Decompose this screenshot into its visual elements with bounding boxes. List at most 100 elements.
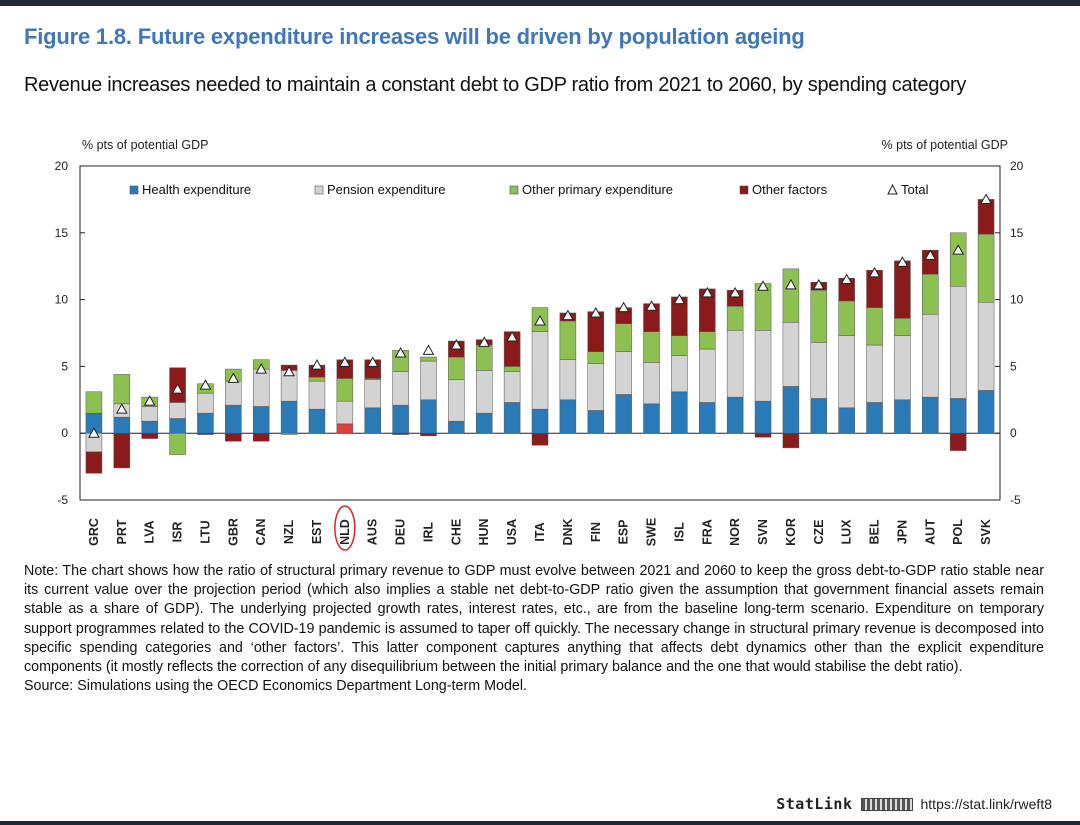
note-block: Note: The chart shows how the ratio of s…: [24, 562, 1044, 696]
bar-segment-che-1: [448, 379, 465, 422]
x-tick-label-isl: ISL: [672, 522, 686, 542]
total-marker-est: [311, 359, 323, 370]
x-tick-label-lva: LVA: [143, 520, 157, 543]
total-marker-hun: [478, 336, 491, 347]
statlink-url[interactable]: https://stat.link/rweft8: [920, 796, 1053, 812]
total-marker-nld: [338, 356, 351, 367]
bar-segment-isr-2: [169, 432, 186, 455]
bar-segment-esp-1: [615, 351, 632, 395]
y-tick-label-left: 10: [55, 293, 69, 307]
bar-segment-can-3: [252, 432, 270, 442]
y-tick-label-right: 0: [1010, 426, 1017, 440]
total-marker-grc: [88, 427, 100, 438]
total-marker-usa: [506, 330, 518, 342]
bar-segment-grc-2: [85, 391, 103, 414]
bar-segment-svk-3: [977, 199, 995, 235]
bar-segment-nzl-0: [280, 400, 298, 434]
bar-segment-isr-1: [169, 402, 186, 419]
bar-segment-isl-2: [671, 335, 688, 356]
x-tick-label-gbr: GBR: [226, 518, 240, 546]
statlink[interactable]: StatLink https://stat.link/rweft8: [776, 795, 1052, 813]
x-tick-label-esp: ESP: [617, 519, 631, 544]
bar-segment-est-2: [308, 376, 326, 382]
bar-segment-gbr-1: [225, 380, 242, 406]
bar-segment-bel-1: [866, 344, 883, 403]
bar-segment-kor-1: [782, 322, 800, 387]
y-tick-label-right: -5: [1010, 493, 1021, 507]
total-marker-prt: [115, 403, 128, 414]
x-tick-label-pol: POL: [951, 519, 965, 545]
legend-label-1: Pension expenditure: [327, 182, 446, 197]
bar-segment-nld-2: [336, 378, 354, 402]
bar-segment-aus-0: [364, 407, 381, 434]
x-tick-label-bel: BEL: [868, 519, 882, 544]
highlight-circle: [334, 505, 356, 551]
bar-segment-hun-0: [475, 412, 493, 434]
x-tick-label-nor: NOR: [728, 518, 742, 546]
bar-segment-fin-3: [587, 311, 605, 352]
bar-segment-svk-2: [977, 233, 995, 303]
x-tick-label-che: CHE: [449, 519, 463, 545]
legend-swatch-1: [314, 185, 324, 195]
bar-segment-est-0: [308, 408, 326, 434]
bar-segment-usa-1: [503, 371, 521, 403]
bar-segment-nld-1: [336, 400, 354, 425]
bar-segment-deu-0: [392, 404, 409, 434]
bar-segment-kor-3: [782, 432, 800, 449]
bar-segment-jpn-0: [894, 399, 911, 434]
x-tick-label-aut: AUT: [923, 519, 937, 545]
x-tick-label-nld: NLD: [338, 519, 352, 545]
x-tick-label-svn: SVN: [756, 519, 770, 545]
bar-segment-isl-1: [671, 355, 688, 393]
x-tick-label-irl: IRL: [421, 522, 435, 543]
bar-segment-hun-1: [475, 370, 493, 414]
y-tick-label-left: 20: [55, 159, 69, 173]
bar-segment-hun-2: [475, 344, 493, 371]
bar-segment-aut-2: [922, 273, 939, 315]
bar-segment-swe-1: [643, 362, 660, 405]
bar-segment-lux-2: [838, 300, 855, 336]
total-marker-isr: [171, 383, 184, 394]
bar-segment-irl-3: [420, 432, 437, 437]
x-tick-label-deu: DEU: [394, 519, 408, 545]
top-border: [0, 0, 1080, 6]
y-tick-label-right: 10: [1010, 293, 1024, 307]
y-tick-label-right: 5: [1010, 359, 1017, 373]
bar-segment-deu-3: [392, 432, 409, 435]
bar-segment-fra-2: [699, 331, 716, 350]
bar-segment-isr-0: [169, 418, 186, 434]
bar-segment-isl-0: [671, 391, 688, 434]
bar-segment-prt-2: [113, 374, 131, 405]
bar-segment-svk-1: [977, 302, 995, 391]
bar-segment-aut-1: [922, 314, 939, 398]
bar-segment-lva-1: [141, 406, 158, 422]
total-marker-fin: [589, 306, 602, 318]
bar-segment-dnk-0: [559, 399, 577, 434]
x-tick-label-cze: CZE: [812, 520, 826, 545]
total-marker-svk: [980, 193, 992, 204]
total-marker-gbr: [227, 372, 240, 383]
bar-segment-fra-1: [699, 348, 716, 403]
total-marker-swe: [645, 300, 658, 311]
figure-title: Figure 1.8. Future expenditure increases…: [24, 24, 805, 49]
legend-label-total: Total: [901, 182, 929, 197]
bar-segment-ltu-1: [197, 392, 214, 414]
total-marker-isl: [673, 293, 686, 305]
bar-segment-lva-3: [141, 432, 158, 439]
total-marker-lux: [840, 273, 853, 285]
bar-segment-che-0: [448, 420, 465, 434]
bar-segment-kor-2: [782, 268, 800, 323]
total-marker-aut: [924, 249, 937, 261]
legend-label-3: Other factors: [752, 182, 828, 197]
total-marker-dnk: [562, 309, 574, 321]
bar-segment-kor-0: [782, 386, 800, 434]
x-tick-label-usa: USA: [505, 519, 519, 545]
bar-segment-jpn-3: [894, 260, 911, 319]
figure-subtitle: Revenue increases needed to maintain a c…: [24, 74, 967, 96]
bar-segment-svn-3: [754, 432, 772, 438]
x-tick-label-isr: ISR: [171, 522, 185, 543]
bar-segment-jpn-1: [894, 335, 911, 401]
bar-segment-nor-1: [726, 330, 744, 398]
bar-segment-cze-1: [810, 342, 828, 399]
